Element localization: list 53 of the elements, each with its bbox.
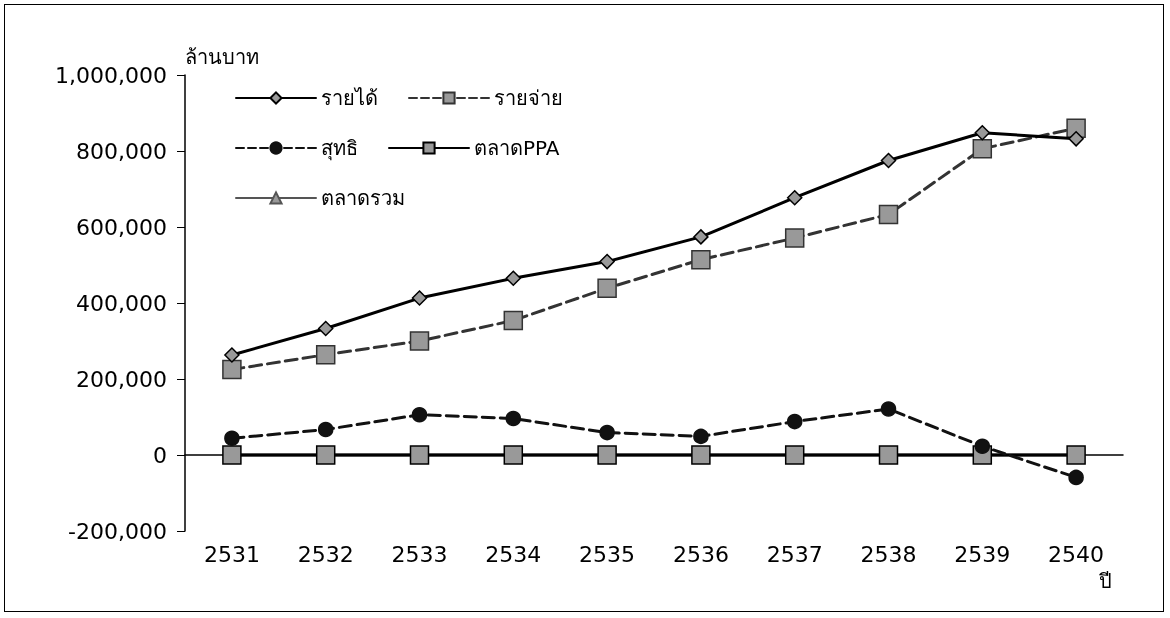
y-tick-label: -200,000 xyxy=(68,518,167,544)
point xyxy=(505,410,522,427)
x-tick-label: 2539 xyxy=(954,541,1011,567)
point xyxy=(972,138,993,159)
point xyxy=(784,228,805,248)
x-tick-label: 2538 xyxy=(860,541,917,567)
y-axis-title: ล้านบาท xyxy=(185,45,259,69)
point xyxy=(691,249,711,270)
legend-label: ตลาดPPA xyxy=(474,136,560,160)
point xyxy=(224,430,240,447)
point xyxy=(1068,131,1084,147)
y-tick-label: 400,000 xyxy=(76,290,167,316)
y-tick-label: 800,000 xyxy=(76,138,167,164)
legend-label: รายจ่าย xyxy=(494,86,563,110)
point xyxy=(315,344,336,365)
point xyxy=(880,401,897,417)
point xyxy=(222,359,242,380)
point xyxy=(878,204,899,225)
point xyxy=(317,320,334,337)
point xyxy=(786,189,803,206)
x-tick-label: 2535 xyxy=(579,541,636,567)
point xyxy=(880,152,897,169)
x-tick-label: 2532 xyxy=(297,541,354,567)
point xyxy=(409,331,430,351)
point xyxy=(974,438,991,455)
point xyxy=(317,421,334,438)
y-tick-label: 1,000,000 xyxy=(55,62,167,88)
point xyxy=(786,413,803,430)
y-tick-label: 200,000 xyxy=(76,366,167,392)
legend-label: รายได้ xyxy=(321,86,378,110)
x-tick-label: 2540 xyxy=(1048,541,1105,567)
x-tick-label: 2536 xyxy=(672,541,729,567)
x-tick-label: 2537 xyxy=(766,541,823,567)
y-tick-label: 600,000 xyxy=(76,214,167,240)
x-axis-title: ปี xyxy=(1099,569,1112,593)
point xyxy=(1068,469,1084,486)
point xyxy=(224,347,240,363)
point xyxy=(411,290,428,306)
point xyxy=(599,424,615,441)
point xyxy=(693,229,709,245)
x-tick-label: 2534 xyxy=(485,541,542,567)
point xyxy=(597,278,617,298)
point xyxy=(693,428,709,445)
y-tick-label: 0 xyxy=(153,442,167,468)
point xyxy=(411,406,428,423)
x-tick-label: 2533 xyxy=(391,541,448,567)
point xyxy=(503,310,524,331)
legend-label: สุทธิ xyxy=(321,136,358,161)
point xyxy=(505,270,522,287)
x-tick-label: 2531 xyxy=(203,541,260,567)
point xyxy=(974,125,991,141)
point xyxy=(599,253,615,270)
legend-label: ตลาดรวม xyxy=(321,186,405,210)
